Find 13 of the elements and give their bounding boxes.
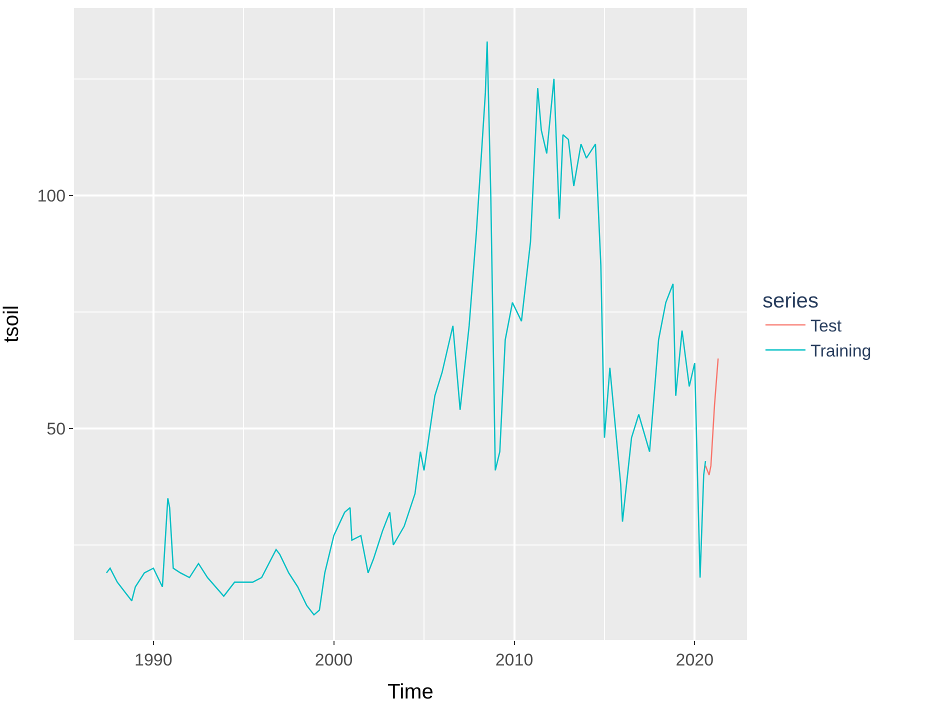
y-axis-title: tsoil [0,305,23,343]
x-tick-label: 1990 [134,650,172,670]
y-tick-label: 50 [46,419,66,438]
legend-label: Training [810,342,872,361]
x-tick-label: 2000 [314,650,353,670]
x-tick-label: 2020 [676,650,714,670]
y-tick-label: 100 [37,186,66,206]
line-series [704,358,719,476]
x-axis-title: Time [388,680,434,704]
line-series [106,40,706,616]
legend-title: series [762,289,818,312]
x-tick-label: 2010 [495,650,534,670]
legend-label: Test [810,316,842,336]
